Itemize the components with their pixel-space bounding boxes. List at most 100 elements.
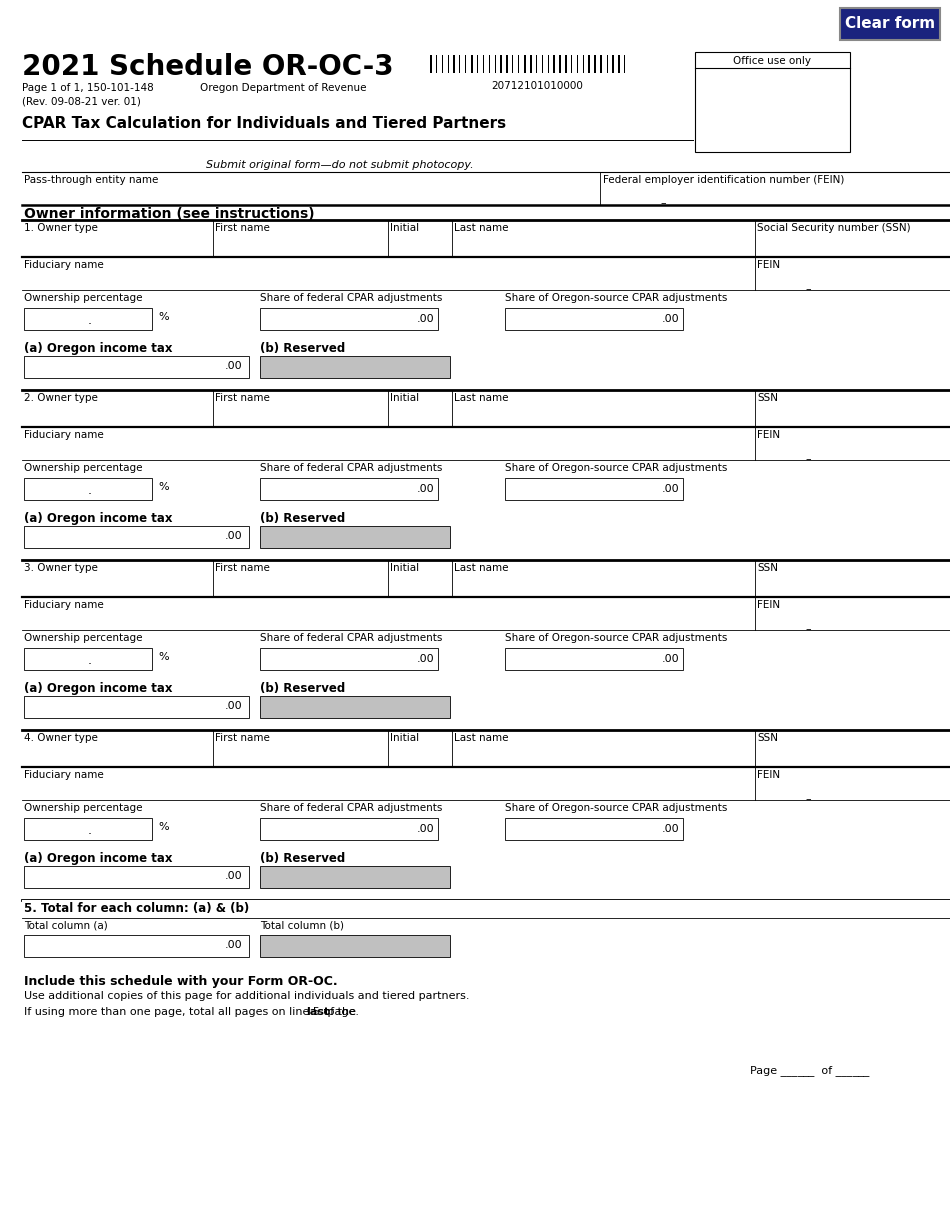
Text: 2. Owner type: 2. Owner type — [24, 394, 98, 403]
Bar — [583, 55, 584, 73]
Text: .00: .00 — [416, 483, 434, 494]
Text: Fiduciary name: Fiduciary name — [24, 430, 104, 440]
Text: –: – — [805, 795, 810, 804]
Text: Share of federal CPAR adjustments: Share of federal CPAR adjustments — [260, 462, 443, 474]
Text: (b) Reserved: (b) Reserved — [260, 512, 345, 525]
Text: –: – — [793, 761, 799, 771]
Text: Fiduciary name: Fiduciary name — [24, 770, 104, 780]
Text: Oregon Department of Revenue: Oregon Department of Revenue — [200, 82, 367, 93]
Text: First name: First name — [215, 223, 270, 232]
Bar — [505, 818, 683, 840]
Bar — [542, 55, 543, 73]
Text: –: – — [805, 454, 810, 464]
Text: Share of federal CPAR adjustments: Share of federal CPAR adjustments — [260, 633, 443, 643]
Text: Include this schedule with your Form OR-OC.: Include this schedule with your Form OR-… — [24, 975, 337, 988]
Text: –: – — [660, 198, 666, 208]
Bar — [260, 648, 438, 670]
Bar — [24, 308, 152, 330]
Text: Office use only: Office use only — [733, 57, 811, 66]
Text: Ownership percentage: Ownership percentage — [24, 293, 142, 303]
Text: –: – — [815, 251, 821, 261]
Bar — [477, 55, 478, 73]
Bar — [260, 526, 450, 549]
Text: 2021 Schedule OR-OC-3: 2021 Schedule OR-OC-3 — [22, 53, 393, 81]
Text: Share of Oregon-source CPAR adjustments: Share of Oregon-source CPAR adjustments — [505, 633, 728, 643]
Text: FEIN: FEIN — [757, 770, 780, 780]
Text: Initial: Initial — [390, 394, 419, 403]
Bar — [505, 648, 683, 670]
Bar — [553, 55, 555, 73]
Text: 3. Owner type: 3. Owner type — [24, 563, 98, 573]
Bar — [495, 55, 496, 73]
Text: .00: .00 — [224, 531, 242, 541]
Bar — [260, 696, 450, 718]
Bar — [600, 55, 602, 73]
Bar — [512, 55, 513, 73]
Bar — [506, 55, 508, 73]
Text: SSN: SSN — [757, 394, 778, 403]
Text: 20712101010000: 20712101010000 — [491, 81, 583, 91]
Text: (Rev. 09-08-21 ver. 01): (Rev. 09-08-21 ver. 01) — [22, 97, 141, 107]
Bar — [430, 55, 432, 73]
Text: Pass-through entity name: Pass-through entity name — [24, 175, 159, 184]
Text: Initial: Initial — [390, 733, 419, 743]
Bar — [483, 55, 484, 73]
Bar — [524, 55, 526, 73]
Text: .00: .00 — [224, 701, 242, 711]
Text: If using more than one page, total all pages on line 5 of the: If using more than one page, total all p… — [24, 1007, 359, 1017]
Bar — [453, 55, 455, 73]
Bar — [612, 55, 614, 73]
Bar — [471, 55, 473, 73]
Bar — [536, 55, 537, 73]
Text: .00: .00 — [661, 824, 679, 834]
Bar — [24, 526, 249, 549]
Bar — [260, 355, 450, 378]
Bar — [594, 55, 596, 73]
Bar — [436, 55, 437, 73]
Bar — [24, 648, 152, 670]
Bar — [548, 55, 549, 73]
Text: (b) Reserved: (b) Reserved — [260, 681, 345, 695]
Bar — [24, 355, 249, 378]
Text: Last name: Last name — [454, 733, 508, 743]
Text: First name: First name — [215, 563, 270, 573]
Text: Social Security number (SSN): Social Security number (SSN) — [757, 223, 911, 232]
Text: Share of federal CPAR adjustments: Share of federal CPAR adjustments — [260, 803, 443, 813]
Text: %: % — [158, 652, 169, 662]
Text: .00: .00 — [224, 940, 242, 950]
Text: .00: .00 — [416, 314, 434, 323]
Bar — [588, 55, 590, 73]
Text: –: – — [815, 590, 821, 601]
Text: .: . — [88, 824, 92, 836]
Text: 5. Total for each column: (a) & (b): 5. Total for each column: (a) & (b) — [24, 902, 249, 915]
Text: –: – — [805, 284, 810, 294]
Bar — [442, 55, 443, 73]
Text: Last name: Last name — [454, 394, 508, 403]
Text: last: last — [306, 1007, 330, 1017]
Bar — [695, 52, 850, 153]
Text: (a) Oregon income tax: (a) Oregon income tax — [24, 852, 173, 865]
Text: Share of Oregon-source CPAR adjustments: Share of Oregon-source CPAR adjustments — [505, 462, 728, 474]
Bar — [448, 55, 449, 73]
Text: Ownership percentage: Ownership percentage — [24, 462, 142, 474]
Text: (b) Reserved: (b) Reserved — [260, 342, 345, 355]
Text: FEIN: FEIN — [757, 600, 780, 610]
Text: SSN: SSN — [757, 733, 778, 743]
Text: .00: .00 — [661, 483, 679, 494]
Text: .00: .00 — [224, 871, 242, 881]
Text: Page 1 of 1, 150-101-148: Page 1 of 1, 150-101-148 — [22, 82, 154, 93]
Bar — [24, 818, 152, 840]
Text: Federal employer identification number (FEIN): Federal employer identification number (… — [603, 175, 845, 184]
Text: –: – — [793, 251, 799, 261]
Bar — [24, 935, 249, 957]
Bar — [518, 55, 519, 73]
Text: –: – — [815, 421, 821, 430]
Text: .00: .00 — [416, 824, 434, 834]
Text: Last name: Last name — [454, 563, 508, 573]
Text: –: – — [805, 624, 810, 633]
Text: (b) Reserved: (b) Reserved — [260, 852, 345, 865]
Text: Last name: Last name — [454, 223, 508, 232]
Bar — [465, 55, 466, 73]
Text: FEIN: FEIN — [757, 430, 780, 440]
Text: Owner information (see instructions): Owner information (see instructions) — [24, 207, 314, 221]
